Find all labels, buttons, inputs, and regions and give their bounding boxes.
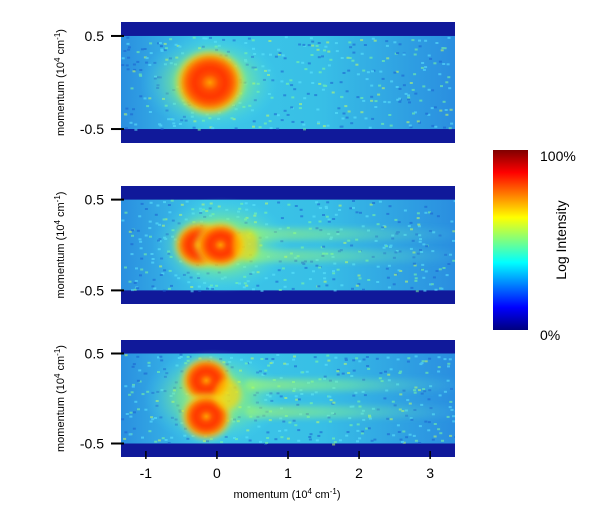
streak-2 — [245, 249, 455, 262]
intensity-blob-3 — [232, 229, 259, 261]
heatmap-panel-2: 0.5 -0.5 momentum (104 cm-1) — [53, 186, 455, 304]
streak-1 — [245, 228, 455, 241]
x-tick-label: 1 — [284, 465, 292, 481]
blob-core-2 — [194, 405, 219, 428]
y-tick-label: -0.5 — [80, 121, 104, 137]
x-axis: momentum (104 cm-1) -1 0 1 2 3 — [140, 451, 434, 502]
y-tick-label: -0.5 — [80, 436, 104, 452]
y-axis-label: momentum (104 cm-1) — [53, 345, 68, 452]
streak-2 — [245, 406, 455, 418]
x-tick-label: -1 — [140, 465, 153, 481]
y-axis-label: momentum (104 cm-1) — [53, 192, 68, 299]
colorbar-min-label: 0% — [540, 327, 560, 343]
heatmap-panels: 0.5 -0.5 momentum (104 cm-1) 0.5 -0.5 momentu… — [53, 22, 455, 457]
colorbar: 100% 0% Log Intensity — [493, 148, 576, 343]
y-tick-label: 0.5 — [85, 346, 105, 362]
x-tick-label: 3 — [426, 465, 434, 481]
heatmap-panel-3: 0.5 -0.5 momentum (104 cm-1) — [53, 340, 455, 457]
blob-core-1 — [194, 369, 219, 392]
y-tick-label: -0.5 — [80, 282, 104, 298]
x-axis-label: momentum (104 cm-1) — [234, 487, 341, 502]
blob-core-2 — [208, 234, 233, 256]
blob-core-1 — [192, 66, 228, 99]
streak-1 — [245, 379, 455, 391]
colorbar-title: Log Intensity — [553, 200, 569, 279]
intensity-blob-3 — [214, 378, 241, 410]
y-tick-label: 0.5 — [85, 192, 105, 208]
colorbar-gradient — [493, 150, 528, 330]
y-axis-label: momentum (104 cm-1) — [53, 29, 68, 136]
x-tick-label: 0 — [213, 465, 221, 481]
y-tick-label: 0.5 — [85, 28, 105, 44]
x-tick-label: 2 — [355, 465, 363, 481]
heatmap-panel-1: 0.5 -0.5 momentum (104 cm-1) — [53, 22, 455, 143]
colorbar-max-label: 100% — [540, 148, 576, 164]
